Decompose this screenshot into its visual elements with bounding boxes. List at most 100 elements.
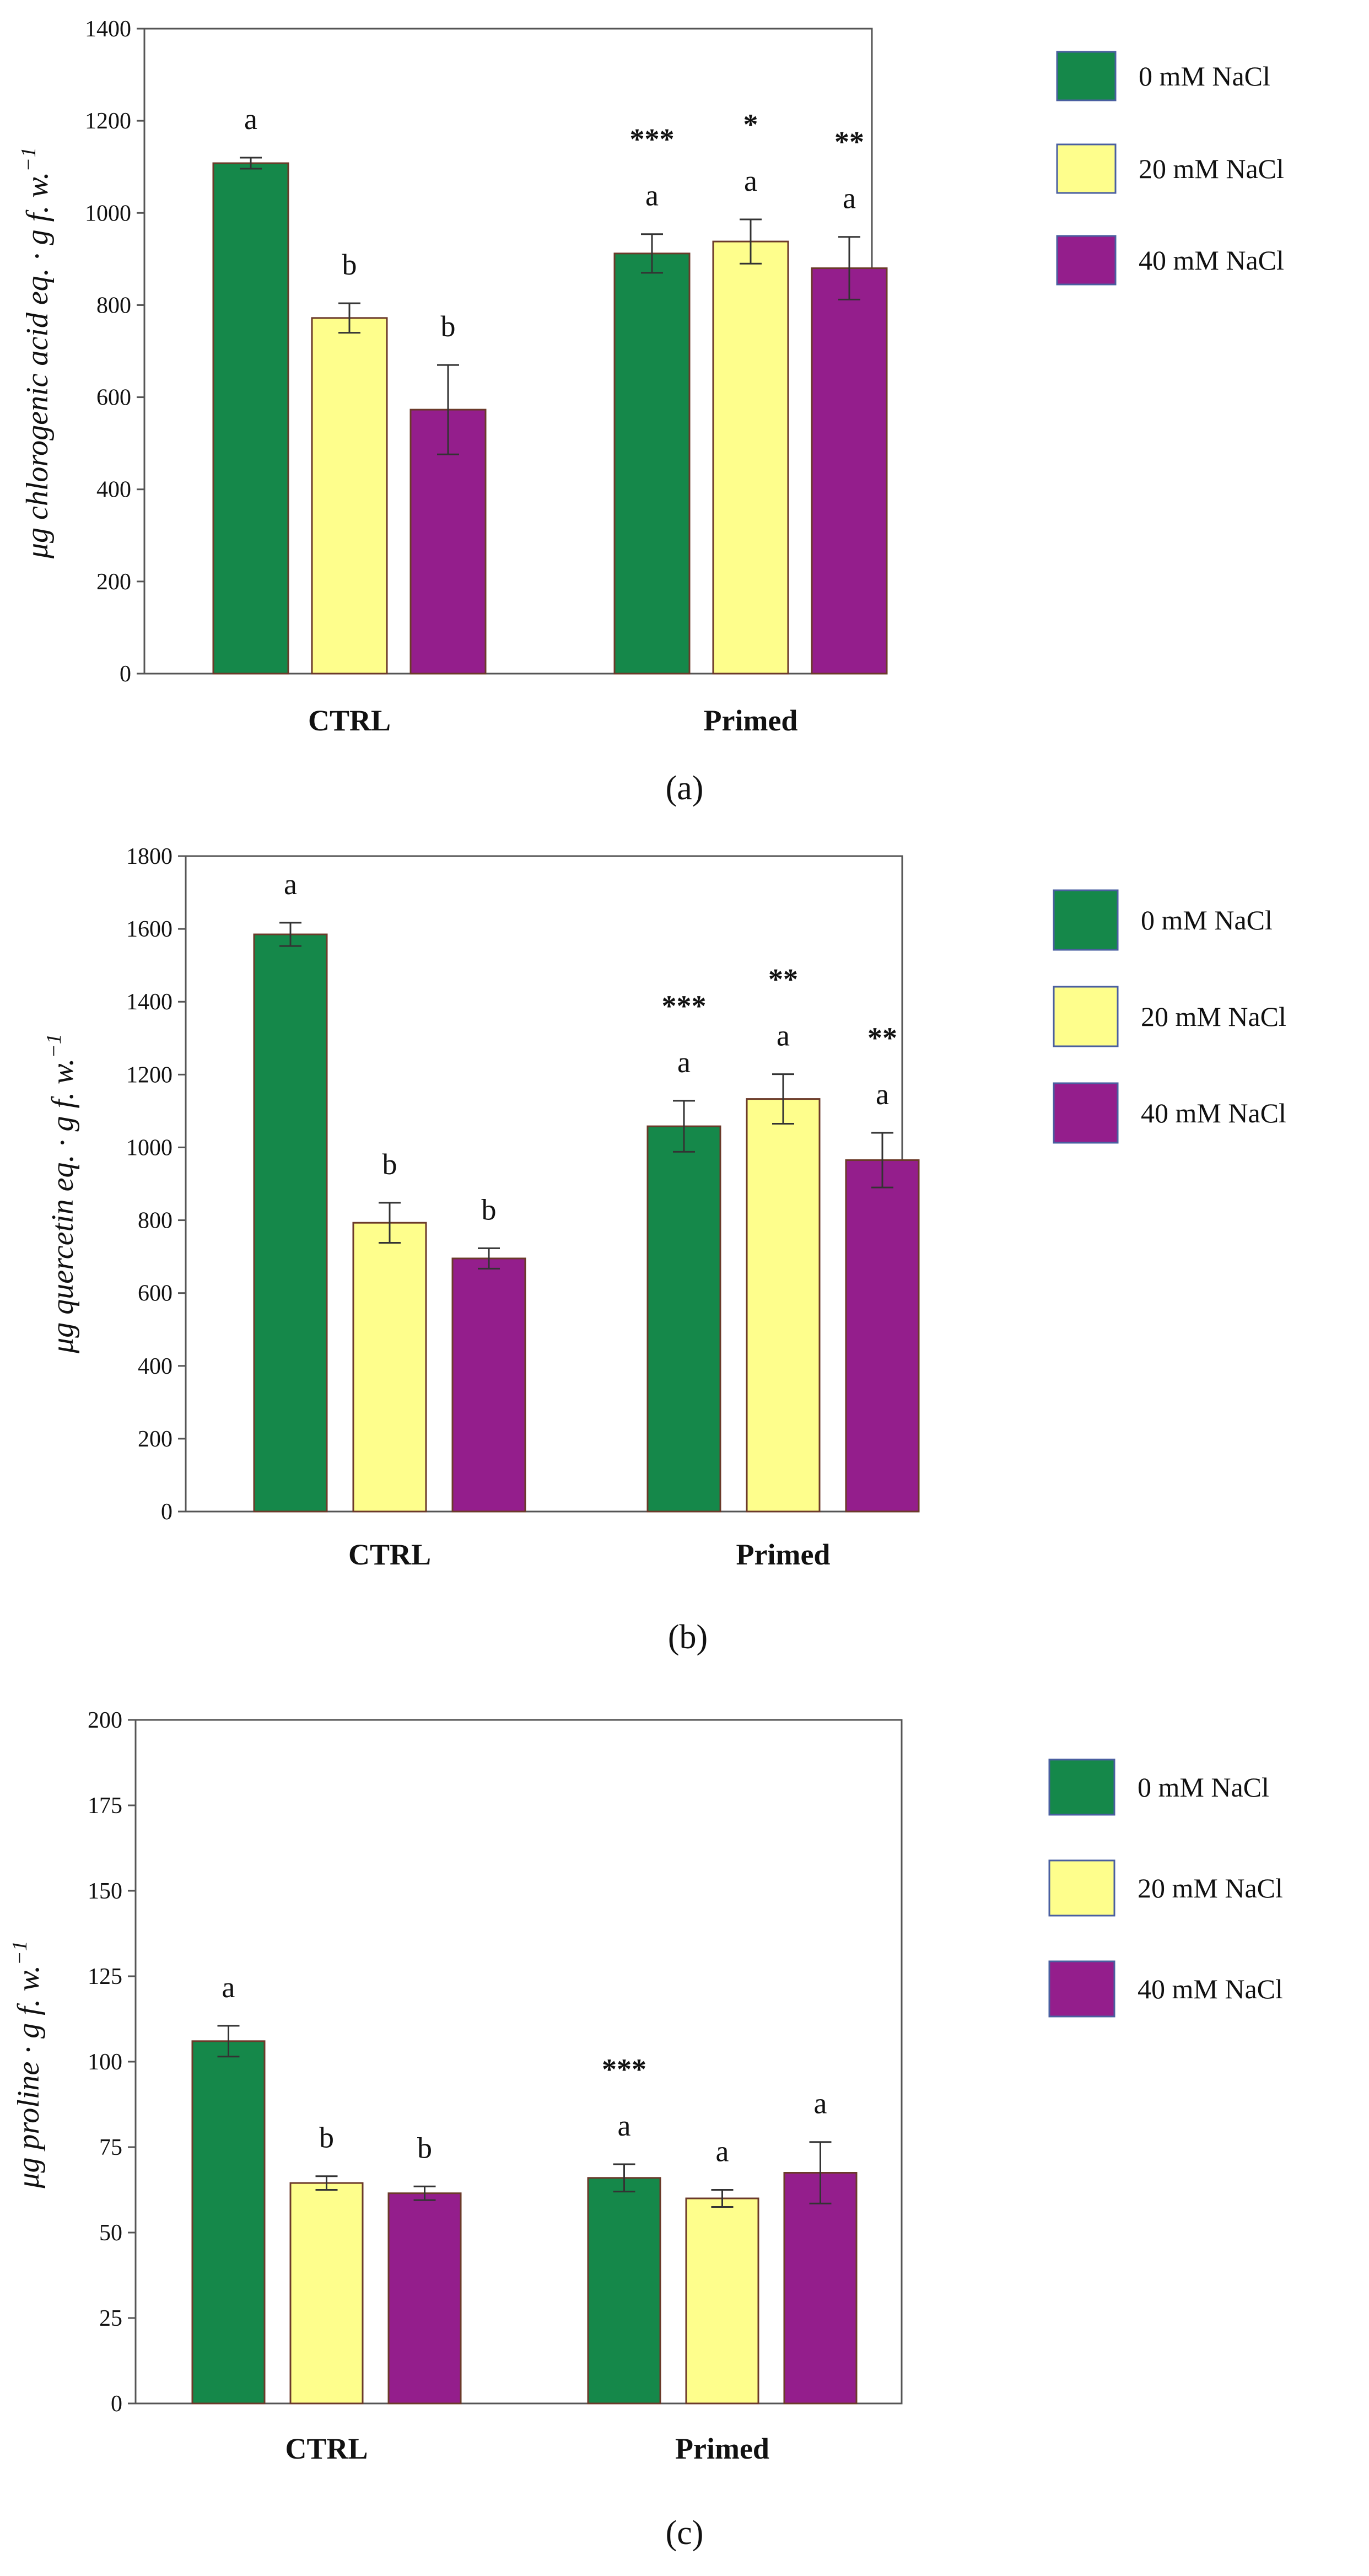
- significance-letter: b: [382, 1148, 397, 1181]
- y-tick-label: 600: [96, 385, 131, 411]
- significance-stars: **: [867, 1021, 897, 1055]
- y-tick-label: 800: [138, 1208, 173, 1234]
- bar: [352, 1222, 427, 1513]
- legend-swatch: [1053, 1082, 1119, 1144]
- legend-label: 40 mM NaCl: [1138, 1973, 1283, 2004]
- bar: [845, 1159, 920, 1513]
- significance-stars: **: [834, 126, 864, 159]
- significance-letter: a: [645, 179, 659, 212]
- y-tick-label: 1400: [126, 989, 173, 1015]
- y-tick-label: 125: [88, 1964, 122, 1989]
- legend-swatch: [1048, 1859, 1115, 1917]
- significance-letter: b: [441, 310, 456, 343]
- y-axis-label: μg quercetin eq. · g f. w.−1: [42, 1034, 80, 1354]
- y-tick-label: 175: [88, 1793, 122, 1819]
- significance-stars: **: [768, 963, 798, 996]
- bar: [783, 2172, 858, 2405]
- significance-letter: b: [482, 1193, 497, 1226]
- panel-caption: (b): [668, 1618, 708, 1656]
- significance-letter: a: [777, 1019, 790, 1052]
- y-axis-label: μg chlorogenic acid eq. · g f. w.−1: [17, 147, 55, 559]
- significance-letter: b: [319, 2121, 334, 2154]
- y-tick-label: 1000: [85, 201, 131, 226]
- legend-label: 20 mM NaCl: [1141, 1001, 1286, 1032]
- significance-letter: a: [744, 164, 757, 197]
- bar: [613, 252, 691, 675]
- y-axis-label-main: μg chlorogenic acid eq. · g f. w.: [20, 172, 55, 560]
- y-tick-label: 150: [88, 1879, 122, 1904]
- significance-letter: a: [677, 1046, 691, 1079]
- significance-letter: b: [342, 248, 357, 281]
- significance-letter: b: [417, 2131, 432, 2164]
- bar: [289, 2182, 364, 2405]
- significance-stars: *: [743, 108, 758, 141]
- significance-letter: a: [876, 1078, 889, 1111]
- bar: [451, 1257, 526, 1513]
- chart-panel-1: 0 200 400 600 800 1000 1200 1400 a a *** b a * b a ** CTR…: [17, 17, 1284, 807]
- bar: [311, 317, 388, 675]
- y-tick-label: 200: [96, 569, 131, 595]
- y-tick-label: 200: [138, 1427, 173, 1452]
- chart-panel-3: 0 25 50 75 100 125 150 175 200 a a *** b a b a CTRL Prime…: [8, 1708, 1283, 2552]
- significance-letter: a: [843, 182, 856, 215]
- y-tick-label: 50: [99, 2220, 122, 2246]
- significance-stars: ***: [602, 2053, 646, 2086]
- chart-panel-2: 0 200 400 600 800 1000 1200 1400 1600 1800 a a *** b a…: [42, 844, 1286, 1656]
- y-tick-label: 200: [88, 1708, 122, 1733]
- y-tick-label: 25: [99, 2306, 122, 2331]
- panel-caption: (c): [666, 2514, 704, 2552]
- y-tick-label: 400: [138, 1354, 173, 1379]
- bar: [712, 240, 789, 675]
- bar: [387, 2192, 462, 2405]
- bar: [746, 1098, 821, 1513]
- legend-label: 40 mM NaCl: [1141, 1098, 1286, 1128]
- y-axis-label: μg proline · g f. w.−1: [8, 1940, 46, 2188]
- x-category-label: CTRL: [285, 2432, 368, 2465]
- significance-letter: a: [716, 2135, 729, 2168]
- y-tick-label: 0: [111, 2391, 122, 2417]
- legend-label: 40 mM NaCl: [1139, 245, 1284, 276]
- legend-swatch: [1053, 986, 1119, 1047]
- legend-swatch: [1053, 889, 1119, 951]
- x-category-label: Primed: [736, 1538, 831, 1571]
- bar: [191, 2040, 266, 2405]
- y-tick-label: 0: [120, 662, 131, 687]
- y-axis-label-exponent: −1: [42, 1034, 66, 1058]
- legend-label: 20 mM NaCl: [1138, 1873, 1283, 1903]
- y-tick-label: 800: [96, 293, 131, 318]
- y-tick-label: 1800: [126, 844, 173, 869]
- significance-letter: a: [222, 1971, 235, 2004]
- y-tick-label: 400: [96, 477, 131, 503]
- y-tick-label: 1400: [85, 17, 131, 42]
- significance-letter: a: [814, 2087, 827, 2120]
- legend-label: 0 mM NaCl: [1139, 61, 1270, 92]
- legend-label: 0 mM NaCl: [1141, 905, 1273, 935]
- y-tick-label: 1200: [126, 1062, 173, 1088]
- bar: [212, 162, 289, 675]
- y-tick-label: 75: [99, 2135, 122, 2160]
- y-tick-label: 600: [138, 1281, 173, 1306]
- significance-letter: a: [244, 103, 257, 136]
- x-category-label: CTRL: [348, 1538, 431, 1571]
- y-tick-label: 1600: [126, 917, 173, 942]
- x-category-label: Primed: [704, 704, 798, 737]
- x-category-label: Primed: [675, 2432, 769, 2465]
- y-axis-label-main: μg proline · g f. w.: [12, 1965, 46, 2189]
- y-tick-label: 100: [88, 2050, 122, 2075]
- y-axis-label-exponent: −1: [17, 147, 40, 172]
- panel-caption: (a): [666, 770, 704, 807]
- legend-label: 20 mM NaCl: [1139, 153, 1284, 184]
- legend-swatch: [1048, 1960, 1115, 2018]
- legend-swatch: [1056, 235, 1117, 286]
- legend-label: 0 mM NaCl: [1138, 1772, 1269, 1803]
- y-tick-label: 1200: [85, 109, 131, 134]
- bar: [646, 1125, 721, 1513]
- y-tick-label: 0: [161, 1499, 173, 1525]
- y-axis-label-exponent: −1: [8, 1940, 31, 1965]
- significance-letter: a: [618, 2109, 631, 2142]
- x-category-label: CTRL: [308, 704, 391, 737]
- legend-swatch: [1056, 143, 1117, 194]
- significance-letter: a: [284, 868, 297, 901]
- bar: [587, 2177, 661, 2405]
